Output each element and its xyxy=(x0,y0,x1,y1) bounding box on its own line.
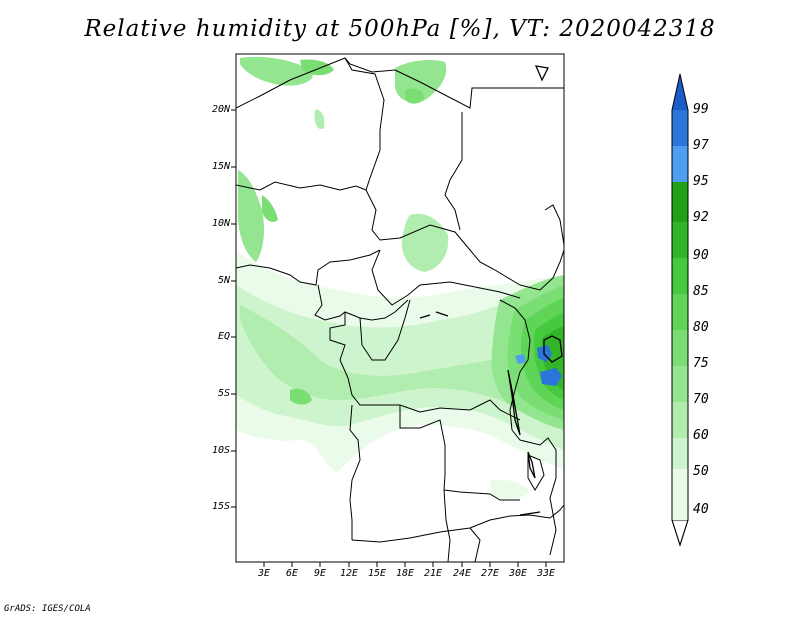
lon-label-27e: 27E xyxy=(480,568,500,579)
colorbar-seg-80 xyxy=(672,294,688,330)
colorbar-label-95: 95 xyxy=(693,174,709,189)
lat-label-15s: 15S xyxy=(211,501,230,512)
lat-label-20n: 20N xyxy=(211,104,230,115)
lon-label-12e: 12E xyxy=(339,568,359,579)
lat-label-5s: 5S xyxy=(217,388,230,399)
colorbar-label-97: 97 xyxy=(693,138,709,153)
country-boundaries xyxy=(236,57,564,562)
lat-label-10n: 10N xyxy=(211,218,230,229)
lat-label-eq: EQ xyxy=(217,331,230,342)
colorbar-label-60: 60 xyxy=(693,428,709,443)
colorbar-label-99: 99 xyxy=(693,102,709,117)
colorbar-seg-95 xyxy=(672,146,688,182)
colorbar-label-80: 80 xyxy=(693,320,709,335)
colorbar-label-85: 85 xyxy=(693,284,709,299)
colorbar-seg-85 xyxy=(672,258,688,294)
lat-label-10s: 10S xyxy=(211,445,230,456)
colorbar-seg-40 xyxy=(672,469,688,520)
colorbar-seg-70 xyxy=(672,366,688,402)
grads-credit: GrADS: IGES/COLA xyxy=(4,604,91,614)
colorbar-label-92: 92 xyxy=(693,210,709,225)
map-frame xyxy=(235,53,565,563)
colorbar-label-40: 40 xyxy=(693,502,709,517)
colorbar-label-50: 50 xyxy=(693,464,709,479)
colorbar-seg-97 xyxy=(672,110,688,146)
lakes xyxy=(419,65,563,516)
colorbar-label-90: 90 xyxy=(693,248,709,263)
lon-label-21e: 21E xyxy=(423,568,443,579)
colorbar-label-70: 70 xyxy=(693,392,709,407)
lon-label-3e: 3E xyxy=(257,568,271,579)
colorbar-seg-75 xyxy=(672,330,688,366)
axis-ticks xyxy=(231,109,547,567)
colorbar-seg-92 xyxy=(672,182,688,222)
colorbar-upper-arrow xyxy=(672,74,688,110)
lon-label-9e: 9E xyxy=(313,568,327,579)
lat-label-5n: 5N xyxy=(217,275,230,286)
colorbar-lower-arrow xyxy=(671,519,689,547)
colorbar-seg-60 xyxy=(672,402,688,438)
lon-label-18e: 18E xyxy=(395,568,415,579)
lon-label-30e: 30E xyxy=(508,568,528,579)
colorbar-label-75: 75 xyxy=(693,356,709,371)
lon-label-24e: 24E xyxy=(452,568,472,579)
lon-label-6e: 6E xyxy=(285,568,299,579)
colorbar-seg-50 xyxy=(672,438,688,469)
lon-label-15e: 15E xyxy=(367,568,387,579)
colorbar xyxy=(671,73,689,547)
map-title: Relative humidity at 500hPa [%], VT: 202… xyxy=(84,16,716,42)
lon-label-33e: 33E xyxy=(536,568,556,579)
lat-label-15n: 15N xyxy=(211,161,230,172)
colorbar-seg-90 xyxy=(672,222,688,258)
humidity-shading xyxy=(236,56,564,500)
